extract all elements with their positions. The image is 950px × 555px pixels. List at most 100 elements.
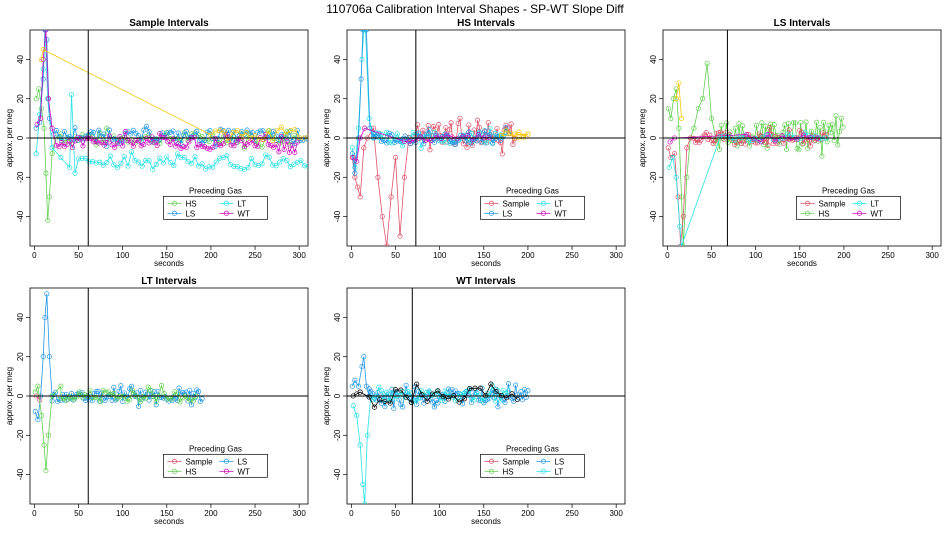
x-tick-label: 0 — [349, 251, 354, 260]
data-point — [228, 139, 234, 145]
y-tick-label: -40 — [16, 210, 25, 222]
x-axis-label: seconds — [471, 517, 501, 526]
data-point — [786, 136, 792, 142]
legend-swatch-marker — [223, 200, 229, 206]
data-point — [228, 142, 234, 148]
data-point — [43, 468, 49, 474]
data-point — [278, 133, 285, 140]
series-line — [669, 134, 818, 143]
data-point — [476, 129, 482, 135]
data-point — [423, 131, 429, 137]
data-point — [490, 140, 496, 146]
data-point — [281, 146, 287, 152]
y-tick-label: -20 — [16, 171, 25, 183]
data-point — [79, 394, 85, 401]
data-point — [248, 156, 255, 162]
data-point — [56, 144, 62, 150]
data-point — [673, 174, 679, 180]
data-point — [93, 139, 99, 145]
data-point — [98, 399, 104, 405]
y-tick-label: 0 — [649, 135, 658, 140]
data-point — [43, 30, 49, 33]
legend-entry-lt: LT — [852, 199, 879, 208]
legend-swatch-marker — [856, 200, 862, 206]
legend-title: Preceding Gas — [506, 186, 559, 195]
data-point — [97, 159, 103, 165]
x-tick-label: 300 — [292, 251, 306, 260]
legend-swatch-marker — [171, 468, 177, 474]
data-point — [355, 184, 361, 190]
data-point — [738, 140, 745, 146]
data-point — [800, 141, 806, 147]
data-point — [495, 404, 501, 410]
data-point — [835, 142, 841, 148]
y-tick-label: 20 — [333, 94, 342, 103]
data-point — [695, 105, 701, 112]
data-point — [764, 145, 770, 151]
data-point — [49, 151, 55, 157]
y-tick-label: -20 — [333, 429, 342, 441]
data-point — [241, 167, 248, 173]
x-tick-label: 200 — [204, 251, 218, 260]
data-point — [260, 128, 266, 134]
data-point — [139, 163, 145, 169]
data-point — [90, 394, 96, 400]
data-point — [431, 129, 437, 135]
data-point — [403, 394, 409, 400]
data-point — [37, 397, 43, 403]
legend-swatch-marker — [804, 200, 810, 206]
y-tick-label: 40 — [333, 312, 342, 321]
data-point — [823, 132, 829, 138]
data-point — [466, 122, 472, 128]
data-point — [287, 164, 293, 170]
data-point — [684, 145, 690, 151]
data-point — [505, 125, 511, 131]
data-point — [482, 128, 488, 134]
data-point — [104, 160, 110, 166]
data-point — [712, 138, 718, 144]
data-point — [666, 164, 672, 171]
data-point — [271, 145, 277, 151]
data-point — [117, 134, 123, 140]
data-point — [234, 127, 240, 133]
data-point — [405, 388, 411, 395]
series-wt — [667, 132, 820, 145]
legend-swatch-marker — [171, 210, 177, 216]
data-point — [247, 130, 253, 136]
panel-5: WT Intervals 0 50 100 150 200 250 300 -40 -20 0 20 4… — [322, 276, 626, 526]
data-point — [218, 142, 224, 149]
data-point — [426, 388, 432, 394]
legend-label: Sample — [185, 457, 213, 466]
data-point — [735, 133, 741, 140]
data-point — [518, 389, 524, 395]
data-point — [150, 166, 156, 172]
data-point — [294, 139, 300, 145]
data-point — [35, 383, 41, 389]
data-point — [464, 145, 470, 151]
data-point — [521, 386, 527, 392]
x-tick-label: 200 — [837, 251, 851, 260]
data-point — [100, 387, 106, 393]
data-point — [284, 158, 290, 164]
data-point — [220, 141, 226, 147]
data-point — [475, 132, 482, 138]
data-point — [488, 381, 494, 387]
data-point — [457, 115, 463, 121]
data-point — [362, 125, 368, 131]
x-tick-label: 150 — [793, 251, 807, 260]
data-point — [461, 390, 467, 396]
data-point — [732, 125, 738, 131]
data-point — [139, 396, 145, 402]
data-point — [164, 154, 170, 160]
legend-entry-sample: Sample — [167, 457, 213, 466]
data-point — [143, 123, 150, 129]
data-point — [803, 119, 809, 125]
y-tick-label: 0 — [333, 135, 342, 140]
data-point — [677, 223, 683, 229]
legend-box — [796, 195, 901, 220]
legend-entry-sample: Sample — [800, 199, 846, 208]
x-tick-label: 0 — [665, 251, 670, 260]
data-point — [678, 243, 685, 246]
data-point — [167, 141, 173, 147]
legend-entry-ls: LS — [536, 457, 564, 466]
